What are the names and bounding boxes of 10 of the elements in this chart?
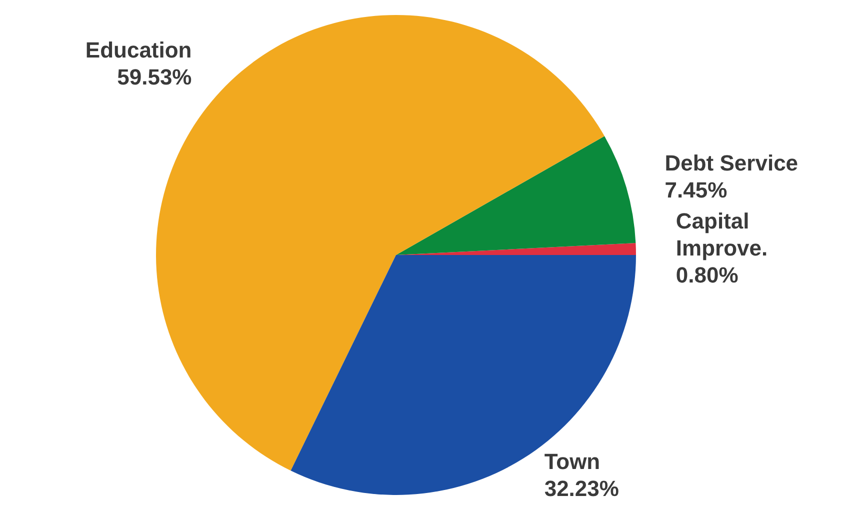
data-label: 59.53% — [117, 64, 192, 90]
slice-label: Education — [85, 37, 192, 62]
pie-slice — [396, 136, 636, 255]
slice-label: Capital Improve. — [676, 208, 768, 260]
data-label: 32.23% — [544, 476, 619, 501]
data-label: 0.80% — [676, 262, 738, 288]
pie-slice — [290, 255, 636, 495]
slice-label: Debt Service — [664, 150, 798, 176]
data-label: 7.45% — [664, 177, 728, 202]
slice-label: Town — [544, 449, 600, 474]
